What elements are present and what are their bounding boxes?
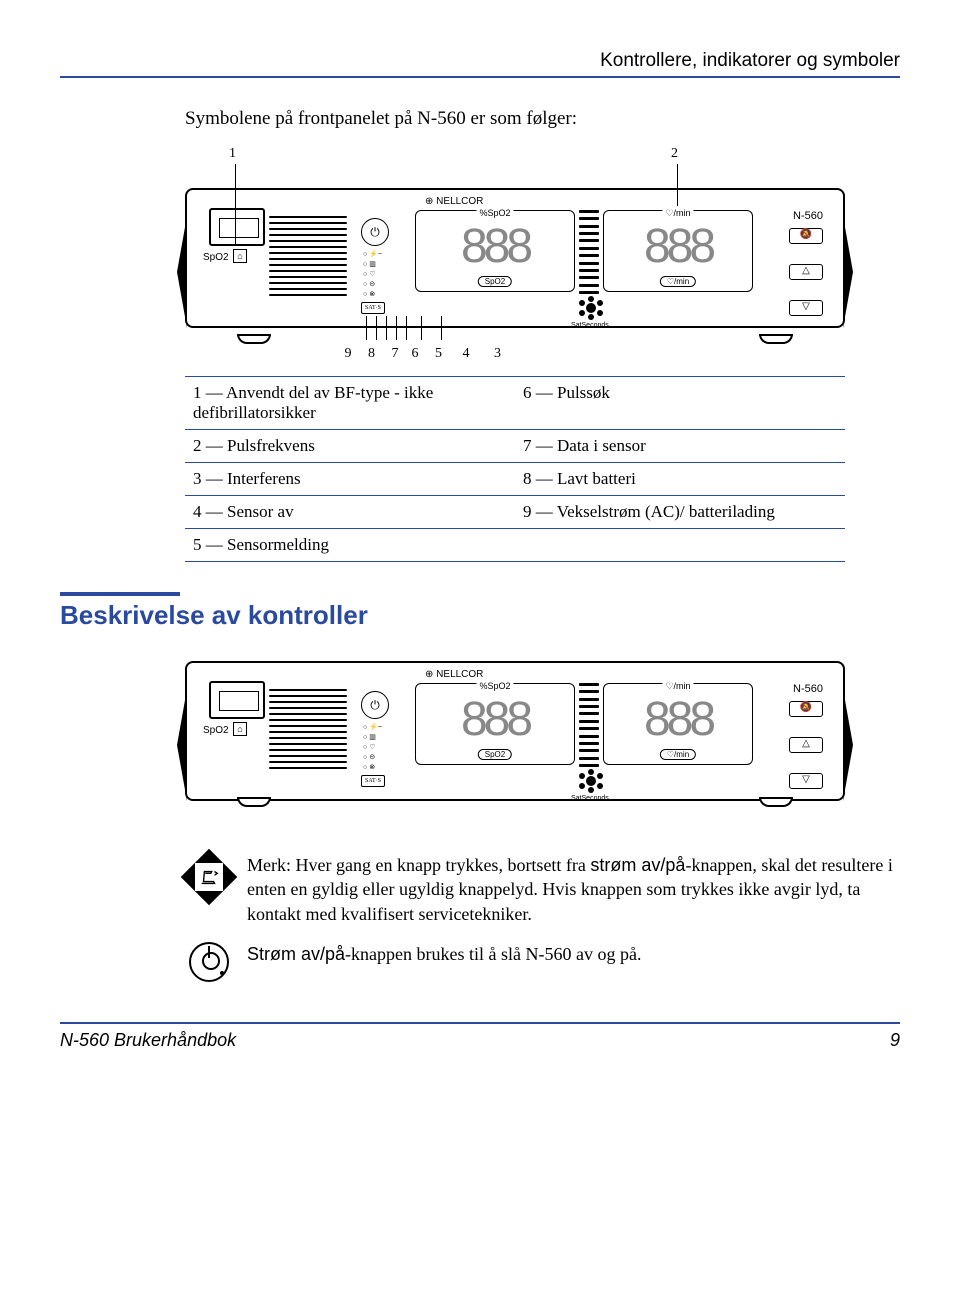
table-row: 5 — Sensormelding bbox=[185, 529, 845, 562]
brand-label: NELLCOR bbox=[425, 196, 483, 207]
satseconds-icon bbox=[579, 296, 603, 320]
callout-1: 1 bbox=[229, 146, 236, 162]
power-description: Strøm av/på-knappen brukes til å slå N-5… bbox=[185, 942, 900, 982]
note-diamond-icon bbox=[181, 849, 238, 906]
alarm-silence-icon: 🔕 bbox=[789, 228, 823, 244]
table-row: 2 — Pulsfrekvens7 — Data i sensor bbox=[185, 430, 845, 463]
patient-type-icon: ⌂ bbox=[233, 249, 247, 263]
spo2-pill: SpO2 bbox=[478, 276, 512, 287]
table-row: 1 — Anvendt del av BF-type - ikke defibr… bbox=[185, 377, 845, 430]
port-label: SpO2 bbox=[203, 252, 229, 263]
section-rule bbox=[60, 592, 180, 596]
satseconds-icon bbox=[579, 769, 603, 793]
down-button-icon: ▽ bbox=[789, 300, 823, 316]
power-button-icon: ⏻ bbox=[361, 218, 389, 246]
led-indicators: ⚡~▥♡⊝⊗ bbox=[363, 250, 382, 300]
note-text: Merk: Hver gang en knapp trykkes, bortse… bbox=[247, 853, 900, 926]
up-button-icon: △ bbox=[789, 264, 823, 280]
bargraph-icon bbox=[579, 210, 599, 294]
power-text: Strøm av/på-knappen brukes til å slå N-5… bbox=[247, 942, 641, 966]
bpm-label: ♡/min bbox=[662, 208, 693, 219]
bpm-pill: ♡/min bbox=[660, 276, 696, 287]
symbol-legend-table: 1 — Anvendt del av BF-type - ikke defibr… bbox=[185, 376, 845, 562]
speaker-grille-icon bbox=[269, 216, 347, 304]
spo2-label: %SpO2 bbox=[476, 208, 513, 218]
header-rule bbox=[60, 76, 900, 78]
callout-number-row: 9 8 76 5 4 3 bbox=[338, 346, 900, 362]
table-row: 3 — Interferens8 — Lavt batteri bbox=[185, 463, 845, 496]
right-buttons: 🔕 △ ▽ bbox=[789, 228, 823, 336]
model-label: N-560 bbox=[793, 210, 823, 222]
footer-page-number: 9 bbox=[890, 1030, 900, 1051]
table-row: 4 — Sensor av9 — Vekselstrøm (AC)/ batte… bbox=[185, 496, 845, 529]
intro-text: Symbolene på frontpanelet på N-560 er so… bbox=[185, 108, 900, 130]
brand-label: NELLCOR bbox=[425, 669, 483, 680]
footer-book-title: N-560 Brukerhåndbok bbox=[60, 1030, 236, 1051]
callout-2: 2 bbox=[671, 146, 678, 162]
footer: N-560 Brukerhåndbok 9 bbox=[60, 1024, 900, 1051]
sat-s-box: SAT·S bbox=[361, 302, 385, 314]
section-heading: Beskrivelse av kontroller bbox=[60, 600, 900, 631]
device-diagram-annotated: NELLCOR %SpO2888SpO2 ♡/min888♡/min SatSe… bbox=[185, 150, 900, 338]
satseconds-label: SatSeconds bbox=[571, 322, 609, 329]
sensor-port bbox=[209, 208, 265, 246]
page-header-title: Kontrollere, indikatorer og symboler bbox=[60, 50, 900, 72]
bargraph-icon bbox=[579, 683, 599, 767]
note-block: Merk: Hver gang en knapp trykkes, bortse… bbox=[185, 853, 900, 926]
device-diagram-plain: NELLCOR %SpO2888SpO2 ♡/min888♡/min SatSe… bbox=[185, 653, 900, 813]
power-icon bbox=[189, 942, 229, 982]
